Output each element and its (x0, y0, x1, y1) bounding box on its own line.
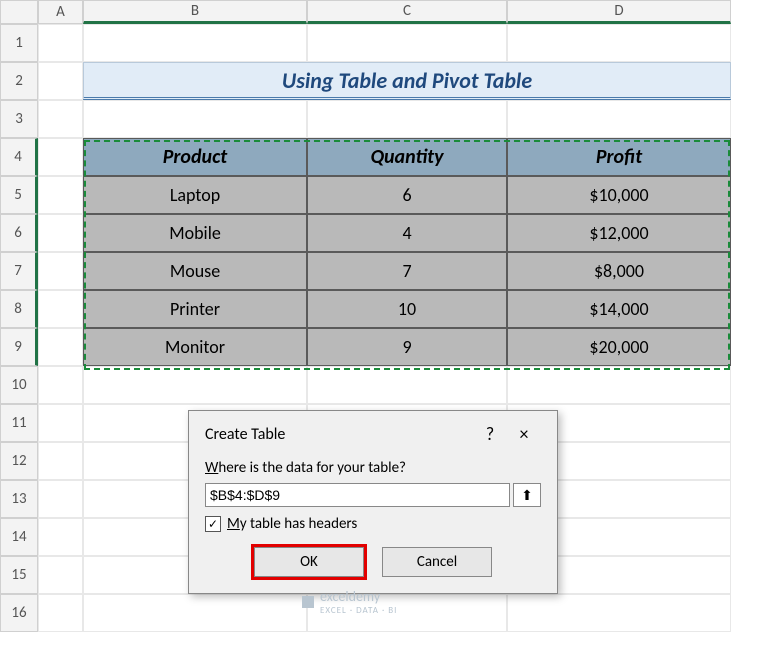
table-cell[interactable]: 7 (307, 252, 507, 290)
table-header-profit[interactable]: Profit (507, 138, 731, 176)
cell-A2[interactable] (38, 62, 83, 100)
cell-C3[interactable] (307, 100, 507, 138)
create-table-dialog: Create Table ? × Where is the data for y… (188, 410, 558, 594)
range-input[interactable] (205, 483, 510, 507)
table-cell[interactable]: $20,000 (507, 328, 731, 366)
cell-A13[interactable] (38, 480, 83, 518)
row-header-10[interactable]: 10 (0, 366, 38, 404)
collapse-icon: ⬆ (521, 487, 533, 504)
row-header-13[interactable]: 13 (0, 480, 38, 518)
dialog-title: Create Table (205, 425, 473, 444)
col-header-D[interactable]: D (507, 0, 731, 24)
col-header-C[interactable]: C (307, 0, 507, 24)
cell-A9[interactable] (38, 328, 83, 366)
row-header-1[interactable]: 1 (0, 24, 38, 62)
row-header-7[interactable]: 7 (0, 252, 38, 290)
row-header-5[interactable]: 5 (0, 176, 38, 214)
cell-A8[interactable] (38, 290, 83, 328)
row-header-9[interactable]: 9 (0, 328, 38, 366)
table-cell[interactable]: Mouse (83, 252, 307, 290)
cell-A14[interactable] (38, 518, 83, 556)
ok-button[interactable]: OK (254, 547, 364, 577)
select-all-corner[interactable] (0, 0, 38, 24)
row-header-8[interactable]: 8 (0, 290, 38, 328)
table-cell[interactable]: Laptop (83, 176, 307, 214)
cell-D3[interactable] (507, 100, 731, 138)
table-cell[interactable]: Monitor (83, 328, 307, 366)
row-header-11[interactable]: 11 (0, 404, 38, 442)
cell-A11[interactable] (38, 404, 83, 442)
table-cell[interactable]: $14,000 (507, 290, 731, 328)
check-icon: ✓ (208, 517, 218, 532)
cell-A7[interactable] (38, 252, 83, 290)
col-header-B[interactable]: B (83, 0, 307, 24)
close-icon[interactable]: × (507, 423, 541, 445)
cell-A15[interactable] (38, 556, 83, 594)
row-header-14[interactable]: 14 (0, 518, 38, 556)
row-header-3[interactable]: 3 (0, 100, 38, 138)
table-header-product[interactable]: Product (83, 138, 307, 176)
cell-A5[interactable] (38, 176, 83, 214)
cell-A4[interactable] (38, 138, 83, 176)
cell-A16[interactable] (38, 594, 83, 632)
headers-checkbox[interactable]: ✓ (205, 516, 221, 532)
cell-A10[interactable] (38, 366, 83, 404)
cell-C1[interactable] (307, 24, 507, 62)
prompt-text: here is the data for your table? (218, 459, 406, 477)
help-icon[interactable]: ? (473, 423, 507, 445)
table-cell[interactable]: Mobile (83, 214, 307, 252)
table-cell[interactable]: Printer (83, 290, 307, 328)
cell-B1[interactable] (83, 24, 307, 62)
table-cell[interactable]: $10,000 (507, 176, 731, 214)
cell-A3[interactable] (38, 100, 83, 138)
row-header-6[interactable]: 6 (0, 214, 38, 252)
dialog-prompt: Where is the data for your table? (205, 459, 541, 477)
page-title: Using Table and Pivot Table (83, 62, 731, 100)
dialog-titlebar[interactable]: Create Table ? × (205, 423, 541, 445)
row-header-2[interactable]: 2 (0, 62, 38, 100)
table-cell[interactable]: 6 (307, 176, 507, 214)
cell-D1[interactable] (507, 24, 731, 62)
table-cell[interactable]: 9 (307, 328, 507, 366)
range-selector-button[interactable]: ⬆ (513, 483, 541, 507)
cell-A12[interactable] (38, 442, 83, 480)
cell-B3[interactable] (83, 100, 307, 138)
checkbox-accelerator: M (227, 515, 240, 533)
table-cell[interactable]: $8,000 (507, 252, 731, 290)
row-header-4[interactable]: 4 (0, 138, 38, 176)
checkbox-text: y table has headers (240, 515, 357, 533)
cell-A6[interactable] (38, 214, 83, 252)
prompt-accelerator: W (205, 459, 218, 477)
table-cell[interactable]: 4 (307, 214, 507, 252)
col-header-A[interactable]: A (38, 0, 83, 24)
table-header-quantity[interactable]: Quantity (307, 138, 507, 176)
row-header-12[interactable]: 12 (0, 442, 38, 480)
cell-A1[interactable] (38, 24, 83, 62)
row-header-16[interactable]: 16 (0, 594, 38, 632)
cancel-button[interactable]: Cancel (382, 547, 492, 577)
table-cell[interactable]: $12,000 (507, 214, 731, 252)
row-header-15[interactable]: 15 (0, 556, 38, 594)
table-cell[interactable]: 10 (307, 290, 507, 328)
headers-checkbox-label[interactable]: My table has headers (227, 515, 357, 533)
